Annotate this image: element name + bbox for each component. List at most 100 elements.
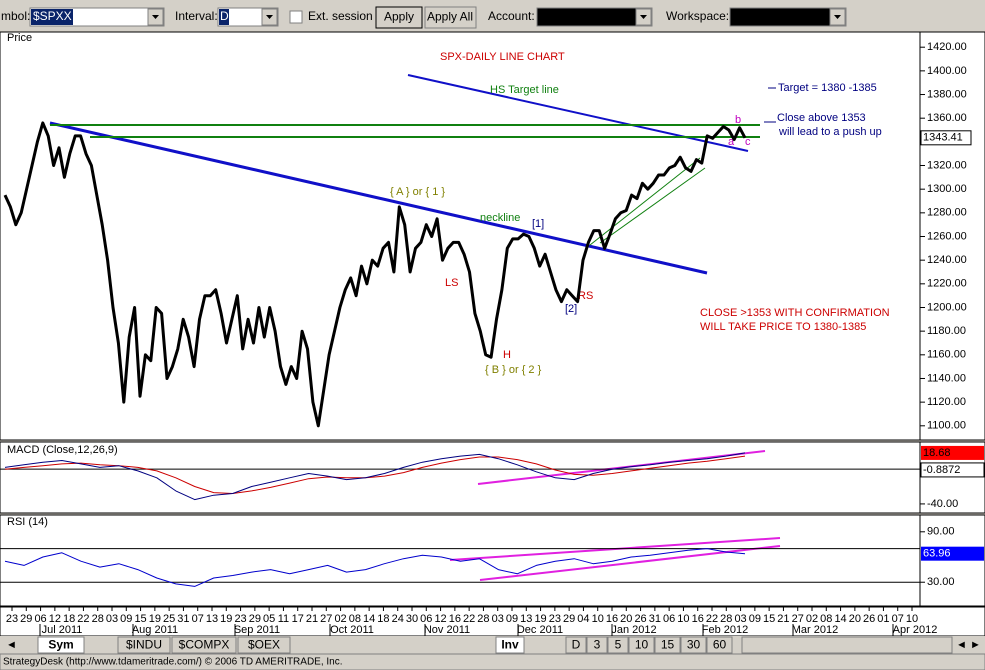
- rsi-line: [4, 548, 746, 587]
- month-label: Oct 2011: [330, 624, 374, 636]
- annotation: a: [728, 136, 735, 148]
- workspace-label: Workspace:: [666, 9, 729, 23]
- month-label: Aug 2011: [132, 624, 178, 636]
- tab-label: 10: [635, 638, 649, 652]
- macd-current-box: [921, 445, 984, 460]
- annotation: { A } or { 1 }: [390, 186, 445, 198]
- tab-label: D: [572, 638, 581, 652]
- x-tick-label: 29: [249, 613, 261, 625]
- x-tick-label: 08: [349, 613, 361, 625]
- macd-current-label: 18.68: [923, 447, 951, 459]
- x-tick-label: 10: [906, 613, 918, 625]
- channel-line: [589, 157, 701, 246]
- x-tick-label: 16: [606, 613, 618, 625]
- tab[interactable]: [586, 636, 608, 654]
- month-label: Apr 2012: [893, 624, 938, 636]
- price-pane: [0, 31, 921, 441]
- x-tick-label: 06: [34, 613, 46, 625]
- x-tick-label: 22: [706, 613, 718, 625]
- x-tick-label: 21: [306, 613, 318, 625]
- annotation: b: [735, 114, 741, 126]
- tab[interactable]: [607, 636, 629, 654]
- tab[interactable]: [37, 636, 85, 654]
- y-tick-label: 1180.00: [927, 325, 966, 337]
- x-tick-label: 18: [377, 613, 389, 625]
- tab[interactable]: [654, 636, 681, 654]
- scroll-arrow[interactable]: ►: [970, 639, 981, 651]
- x-tick-label: 28: [477, 613, 489, 625]
- interval-highlight: [219, 9, 229, 25]
- annotation: [2]: [565, 303, 577, 315]
- tab[interactable]: [565, 636, 587, 654]
- annotation: HS Target line: [490, 84, 559, 96]
- scroll-arrow[interactable]: ◄: [6, 639, 17, 651]
- x-tick-label: 20: [620, 613, 632, 625]
- y-tick-label: -40.00: [927, 498, 958, 510]
- rsi-current-box: [921, 546, 984, 561]
- annotation: H: [503, 349, 511, 361]
- annotation: will lead to a push up: [778, 126, 882, 138]
- rsi-trendline: [479, 545, 781, 581]
- scrollbar[interactable]: [741, 636, 953, 654]
- account-box[interactable]: [536, 7, 653, 27]
- tab-label: 5: [615, 638, 622, 652]
- x-tick-label: 15: [763, 613, 775, 625]
- histogram-current-label: -0.8872: [923, 464, 960, 476]
- x-tick-label: 10: [677, 613, 689, 625]
- x-tick-label: 12: [434, 613, 446, 625]
- macd-pane: [0, 441, 921, 514]
- tab[interactable]: [680, 636, 707, 654]
- checkbox[interactable]: [289, 10, 303, 24]
- tab-label: 30: [687, 638, 701, 652]
- x-tick-label: 30: [406, 613, 418, 625]
- x-tick-label: 24: [392, 613, 404, 625]
- x-tick-label: 18: [63, 613, 75, 625]
- tab[interactable]: [706, 636, 733, 654]
- y-tick-label: 1360.00: [927, 112, 967, 124]
- tab[interactable]: [171, 636, 237, 654]
- x-tick-label: 29: [563, 613, 575, 625]
- month-label: Mar 2012: [792, 624, 838, 636]
- x-tick-label: 09: [506, 613, 518, 625]
- x-tick-label: 31: [649, 613, 661, 625]
- pane-label: MACD (Close,12,26,9): [7, 444, 118, 456]
- tab[interactable]: [495, 636, 525, 654]
- x-tick-label: 15: [134, 613, 146, 625]
- scroll-arrow[interactable]: ◄: [956, 639, 967, 651]
- annotation: { B } or { 2 }: [485, 364, 542, 376]
- x-tick-label: 07: [192, 613, 204, 625]
- dropdown-arrow: [266, 15, 273, 19]
- annotation: neckline: [480, 212, 520, 224]
- x-tick-label: 27: [320, 613, 332, 625]
- annotation: RS: [578, 290, 593, 302]
- x-tick-label: 14: [363, 613, 375, 625]
- tab[interactable]: [117, 636, 171, 654]
- x-tick-label: 26: [863, 613, 875, 625]
- symbol-label: mbol:: [1, 9, 30, 23]
- x-tick-label: 12: [49, 613, 61, 625]
- tab-label: 15: [661, 638, 675, 652]
- month-label: Dec 2011: [517, 624, 563, 636]
- x-tick-label: 07: [892, 613, 904, 625]
- x-tick-label: 31: [177, 613, 189, 625]
- x-tick-label: 17: [292, 613, 304, 625]
- x-tick-label: 01: [877, 613, 889, 625]
- x-tick-label: 23: [234, 613, 246, 625]
- tab[interactable]: [237, 636, 291, 654]
- x-tick-label: 26: [634, 613, 646, 625]
- x-tick-label: 13: [206, 613, 218, 625]
- tab-label: $OEX: [248, 638, 280, 652]
- y-tick-label: 1300.00: [927, 183, 967, 195]
- apply-button[interactable]: [375, 6, 423, 29]
- y-tick-label: 1280.00: [927, 207, 967, 219]
- tab[interactable]: [628, 636, 655, 654]
- signal-line: [4, 455, 746, 494]
- symbol-value: $SPXX: [33, 9, 72, 23]
- x-tick-label: 19: [220, 613, 232, 625]
- apply-all-button[interactable]: [424, 6, 477, 29]
- price-axis: [919, 31, 985, 441]
- hs-target-line: [407, 74, 749, 152]
- workspace-box[interactable]: [729, 7, 847, 27]
- annotation: CLOSE >1353 WITH CONFIRMATION: [700, 307, 890, 319]
- x-tick-label: 13: [520, 613, 532, 625]
